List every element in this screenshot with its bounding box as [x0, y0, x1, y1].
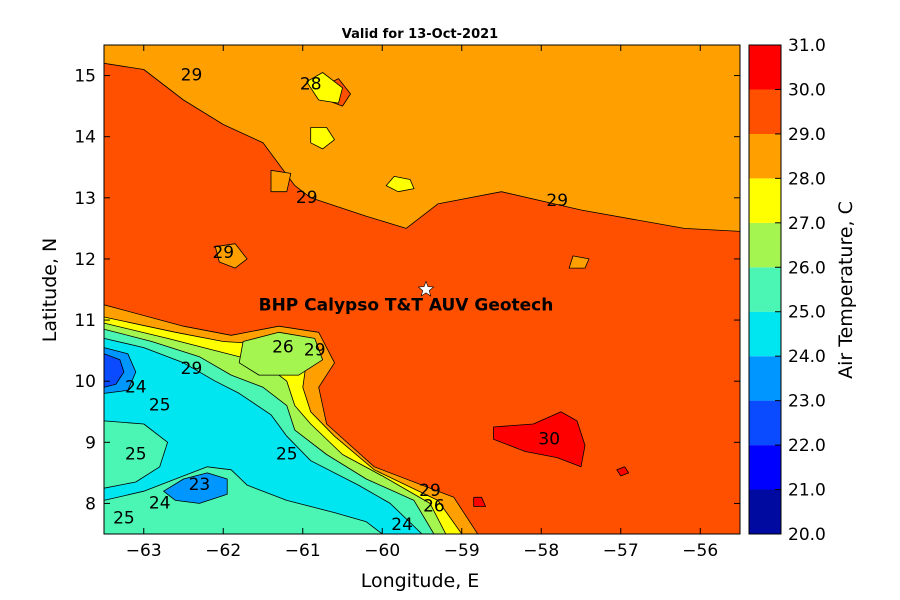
contour-label-11: 25: [125, 445, 147, 465]
contour-region-4: [238, 331, 324, 376]
contour-label-13: 23: [189, 475, 211, 495]
contour-label-3: 29: [212, 243, 234, 263]
x-tick-label-4: −59: [444, 541, 480, 561]
y-tick-label-3: 11: [74, 311, 96, 331]
colorbar-swatch-7: [749, 178, 781, 223]
contour-label-15: 25: [113, 509, 135, 529]
x-tick-label-3: −60: [364, 541, 400, 561]
x-tick-label-0: −63: [126, 541, 162, 561]
colorbar-label: Air Temperature, C: [835, 201, 857, 379]
contour-label-1: 28: [300, 75, 322, 95]
x-axis: −63 −62 −61 −60 −59 −58 −57 −56: [126, 45, 718, 561]
y-tick-label-5: 13: [74, 189, 96, 209]
x-tick-label-1: −62: [205, 541, 241, 561]
contour-label-14: 24: [149, 493, 171, 513]
contour-region-7: [104, 420, 169, 489]
contour-region-11: [104, 353, 125, 388]
y-tick-label-2: 10: [74, 372, 96, 392]
colorbar-swatch-3: [749, 356, 781, 401]
y-tick-label-6: 14: [74, 128, 96, 148]
colorbar-tick-label-7: 27.0: [788, 214, 826, 234]
colorbar-tick-label-1: 21.0: [788, 481, 826, 501]
colorbar-swatch-1: [749, 445, 781, 490]
contour-region-21: [473, 496, 487, 507]
contour-label-10: 30: [538, 429, 560, 449]
colorbar-swatch-8: [749, 133, 781, 179]
site-marker-group: BHP Calypso T&T AUV Geotech: [259, 280, 554, 316]
y-tick-label-0: 8: [85, 494, 96, 514]
colorbar-tick-label-10: 30.0: [788, 80, 826, 100]
colorbar-swatch-2: [749, 400, 781, 446]
contour-region-20: [616, 466, 630, 477]
colorbar: 20.0 21.0 22.0 23.0 24.0 25.0 26.0 27.0 28.0 29.0…: [748, 36, 826, 545]
contour-region-9: [163, 472, 228, 504]
x-axis-label: Longitude, E: [361, 570, 480, 592]
colorbar-tick-label-11: 31.0: [788, 36, 826, 56]
contour-label-18: 24: [391, 515, 413, 535]
contour-label-4: 29: [546, 191, 568, 211]
colorbar-swatch-4: [749, 311, 781, 357]
contour-region-16: [385, 175, 415, 193]
x-tick-label-2: −61: [285, 541, 321, 561]
contour-region-17: [270, 169, 292, 193]
colorbar-tick-label-2: 22.0: [788, 436, 826, 456]
site-label: BHP Calypso T&T AUV Geotech: [259, 296, 554, 316]
colorbar-tick-label-8: 28.0: [788, 169, 826, 189]
contour-label-6: 29: [304, 341, 326, 361]
contour-label-9: 25: [149, 396, 171, 416]
contour-region-18: [214, 243, 248, 269]
colorbar-tick-label-9: 29.0: [788, 125, 826, 145]
contour-label-17: 26: [423, 497, 445, 517]
colorbar-swatch-6: [749, 222, 781, 268]
x-tick-label-5: −58: [523, 541, 559, 561]
y-axis-label: Latitude, N: [39, 238, 61, 343]
y-tick-label-7: 15: [74, 67, 96, 87]
x-tick-label-7: −56: [682, 541, 718, 561]
colorbar-tick-label-6: 26.0: [788, 258, 826, 278]
colorbar-tick-label-3: 23.0: [788, 392, 826, 412]
contour-label-5: 26: [272, 338, 294, 358]
contour-region-15: [310, 127, 335, 150]
colorbar-swatch-10: [749, 45, 781, 90]
colorbar-tick-label-4: 24.0: [788, 347, 826, 367]
colorbar-swatch-5: [749, 267, 781, 312]
y-tick-label-4: 12: [74, 250, 96, 270]
contour-label-8: 24: [125, 377, 147, 397]
colorbar-tick-label-5: 25.0: [788, 303, 826, 323]
plot-frame: [103, 44, 741, 535]
contour-region-12: [493, 411, 586, 468]
contour-region-14: [306, 72, 343, 104]
contour-label-0: 29: [181, 66, 203, 86]
contour-region-0: [104, 45, 740, 232]
colorbar-swatch-9: [749, 89, 781, 134]
colorbar-frame: [748, 44, 782, 535]
contour-label-2: 29: [296, 188, 318, 208]
site-star-icon: [417, 280, 435, 297]
contour-label-12: 25: [276, 445, 298, 465]
x-tick-label-6: −57: [603, 541, 639, 561]
contour-label-7: 29: [181, 359, 203, 379]
chart-title: Valid for 13-Oct-2021: [342, 27, 498, 42]
contour-region-8: [104, 466, 383, 534]
colorbar-tick-label-0: 20.0: [788, 525, 826, 545]
contour-fill-layer: [104, 45, 740, 534]
contour-label-16: 29: [419, 481, 441, 501]
colorbar-swatch-0: [749, 489, 781, 534]
contour-region-19: [568, 255, 590, 269]
y-tick-label-1: 9: [85, 433, 96, 453]
y-axis: 8 9 10 11 12 13 14 15: [74, 67, 740, 514]
